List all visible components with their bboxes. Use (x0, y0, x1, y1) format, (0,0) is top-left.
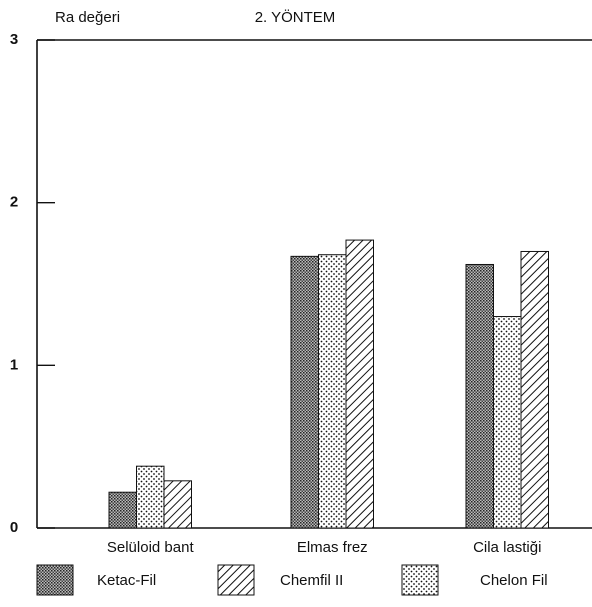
bar (136, 465, 165, 529)
bar (163, 480, 192, 529)
legend-swatch (217, 564, 255, 596)
bar (108, 491, 137, 529)
y-axis-label: Ra değeri (55, 9, 120, 26)
x-tick-label: Elmas frez (297, 539, 368, 556)
bar (290, 255, 319, 529)
legend-label: Ketac-Fil (97, 572, 156, 589)
y-tick-label: 3 (10, 31, 18, 48)
x-tick-label: Selüloid bant (107, 539, 195, 556)
bar (493, 316, 522, 529)
legend-label: Chelon Fil (480, 572, 548, 589)
chart-title: 2. YÖNTEM (255, 8, 336, 26)
legend-swatch (36, 564, 74, 596)
bar (520, 250, 549, 529)
legend-label: Chemfil II (280, 572, 343, 589)
y-tick-label: 1 (10, 356, 18, 373)
bar (318, 254, 347, 529)
y-tick-label: 0 (10, 519, 18, 536)
legend-swatch (401, 564, 439, 596)
bar (345, 239, 374, 529)
bar (465, 263, 494, 529)
x-tick-label: Cila lastiği (473, 539, 541, 556)
y-tick-label: 2 (10, 194, 18, 211)
